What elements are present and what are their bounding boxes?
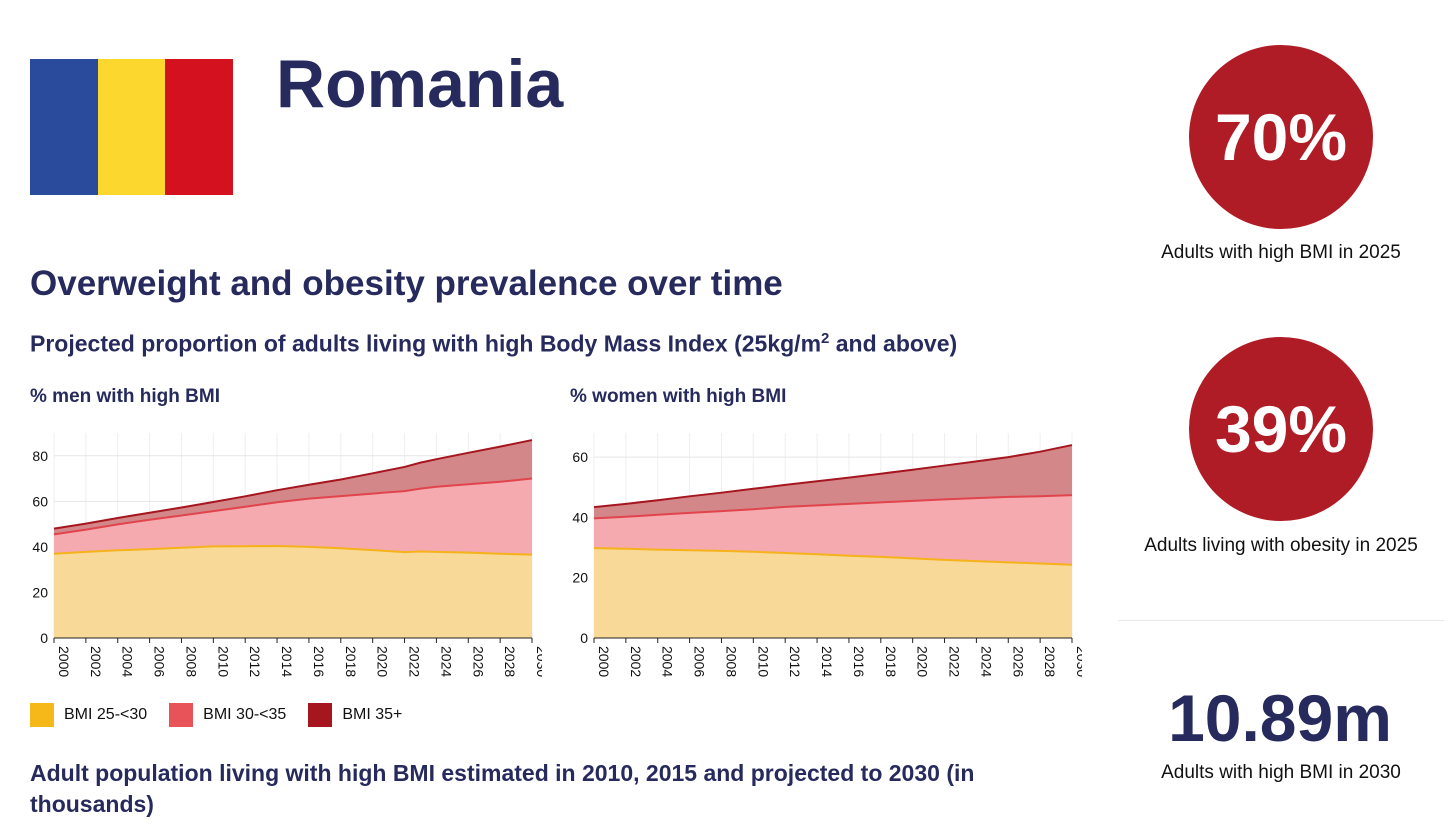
high-bmi-2030-value: 10.89m (1168, 681, 1392, 755)
flag-stripe-yellow (97, 59, 166, 195)
x-tick-label: 2002 (88, 646, 104, 677)
y-tick-label: 60 (32, 493, 48, 509)
series-line-bmi-35- (593, 444, 1073, 509)
y-tick-label: 40 (32, 539, 48, 555)
series-line-bmi-25-30 (593, 547, 1073, 566)
x-tick-label: 2018 (883, 646, 899, 677)
x-tick-label: 2024 (978, 646, 994, 677)
series-line-bmi-35- (53, 439, 533, 530)
y-tick-label: 20 (32, 584, 48, 600)
x-tick-label: 2028 (502, 646, 518, 677)
chart-subtitle: Projected proportion of adults living wi… (30, 330, 957, 358)
legend-swatch (30, 703, 54, 727)
x-tick-label: 2014 (279, 646, 295, 677)
x-tick-label: 2004 (120, 646, 136, 677)
x-tick-label: 2016 (311, 646, 327, 677)
x-tick-label: 2014 (819, 646, 835, 677)
flag-stripe-blue (30, 59, 98, 195)
x-tick-label: 2018 (343, 646, 359, 677)
legend-swatch (169, 703, 194, 727)
stats-divider (1118, 620, 1444, 621)
population-section-title: Adult population living with high BMI es… (30, 760, 975, 818)
area-bmi-35- (594, 445, 1072, 519)
chart-legend: BMI 25-<30 BMI 30-<35 BMI 35+ (30, 703, 402, 727)
women-chart-title: % women with high BMI (570, 386, 787, 407)
y-tick-label: 40 (572, 509, 588, 525)
x-tick-label: 2026 (470, 646, 486, 677)
series-line-bmi-25-30 (53, 544, 533, 556)
x-tick-label: 2006 (152, 646, 168, 677)
x-tick-label: 2002 (628, 646, 644, 677)
x-tick-label: 2022 (407, 646, 423, 677)
subtitle-tail: and above) (829, 330, 958, 357)
x-tick-label: 2028 (1042, 646, 1058, 677)
subtitle-superscript: 2 (821, 330, 830, 347)
area-bmi-25-30 (54, 545, 532, 638)
men-chart-title: % men with high BMI (30, 386, 220, 407)
x-tick-label: 2000 (56, 646, 72, 677)
x-tick-label: 2012 (787, 646, 803, 677)
legend-item-obese-2: BMI 35+ (308, 703, 402, 727)
series-line-bmi-30-35 (593, 494, 1073, 520)
legend-item-obese-1: BMI 30-<35 (169, 703, 286, 727)
obesity-stat-caption: Adults living with obesity in 2025 (1144, 535, 1418, 556)
x-tick-label: 2022 (947, 646, 963, 677)
legend-label: BMI 30-<35 (203, 706, 287, 723)
y-tick-label: 60 (572, 449, 588, 465)
y-tick-label: 0 (40, 630, 48, 646)
x-tick-label: 2010 (755, 646, 771, 677)
x-tick-label: 2030 (534, 646, 542, 677)
area-bmi-25-30 (594, 548, 1072, 638)
area-bmi-35- (54, 440, 532, 535)
women-area-chart: 0 20 40 60 2000 2002 2004 2006 2008 2010 2012 2014 2… (572, 433, 1082, 677)
legend-label: BMI 35+ (342, 706, 403, 723)
men-area-chart: 0 20 40 60 80 2000 2002 2004 2006 2008 2010 2012 201… (32, 433, 542, 677)
area-bmi-30-35 (54, 478, 532, 555)
x-tick-label: 2010 (215, 646, 231, 677)
legend-swatch (308, 703, 333, 727)
x-tick-label: 2026 (1010, 646, 1026, 677)
x-tick-label: 2030 (1074, 646, 1082, 677)
x-tick-label: 2020 (375, 646, 391, 677)
series-line-bmi-30-35 (53, 477, 533, 536)
high-bmi-stat-circle: 70% (1189, 45, 1373, 229)
subtitle-text: Projected proportion of adults living wi… (30, 330, 822, 357)
country-title: Romania (276, 46, 564, 122)
section-title: Overweight and obesity prevalence over t… (30, 264, 783, 303)
x-tick-label: 2004 (660, 646, 676, 677)
romania-flag (30, 59, 234, 195)
x-tick-label: 2008 (183, 646, 199, 677)
x-tick-label: 2000 (596, 646, 612, 677)
obesity-stat-circle: 39% (1189, 337, 1373, 521)
flag-stripe-red (165, 59, 234, 195)
high-bmi-stat-caption: Adults with high BMI in 2025 (1161, 242, 1401, 263)
x-tick-label: 2020 (915, 646, 931, 677)
legend-item-overweight: BMI 25-<30 (30, 703, 147, 727)
y-tick-label: 20 (572, 570, 588, 586)
y-tick-label: 80 (32, 448, 48, 464)
high-bmi-2030-caption: Adults with high BMI in 2030 (1161, 762, 1401, 783)
x-tick-label: 2008 (723, 646, 739, 677)
y-tick-label: 0 (580, 630, 588, 646)
x-tick-label: 2006 (692, 646, 708, 677)
x-tick-label: 2012 (247, 646, 263, 677)
legend-label: BMI 25-<30 (64, 706, 148, 723)
x-tick-label: 2024 (438, 646, 454, 677)
x-tick-label: 2016 (851, 646, 867, 677)
